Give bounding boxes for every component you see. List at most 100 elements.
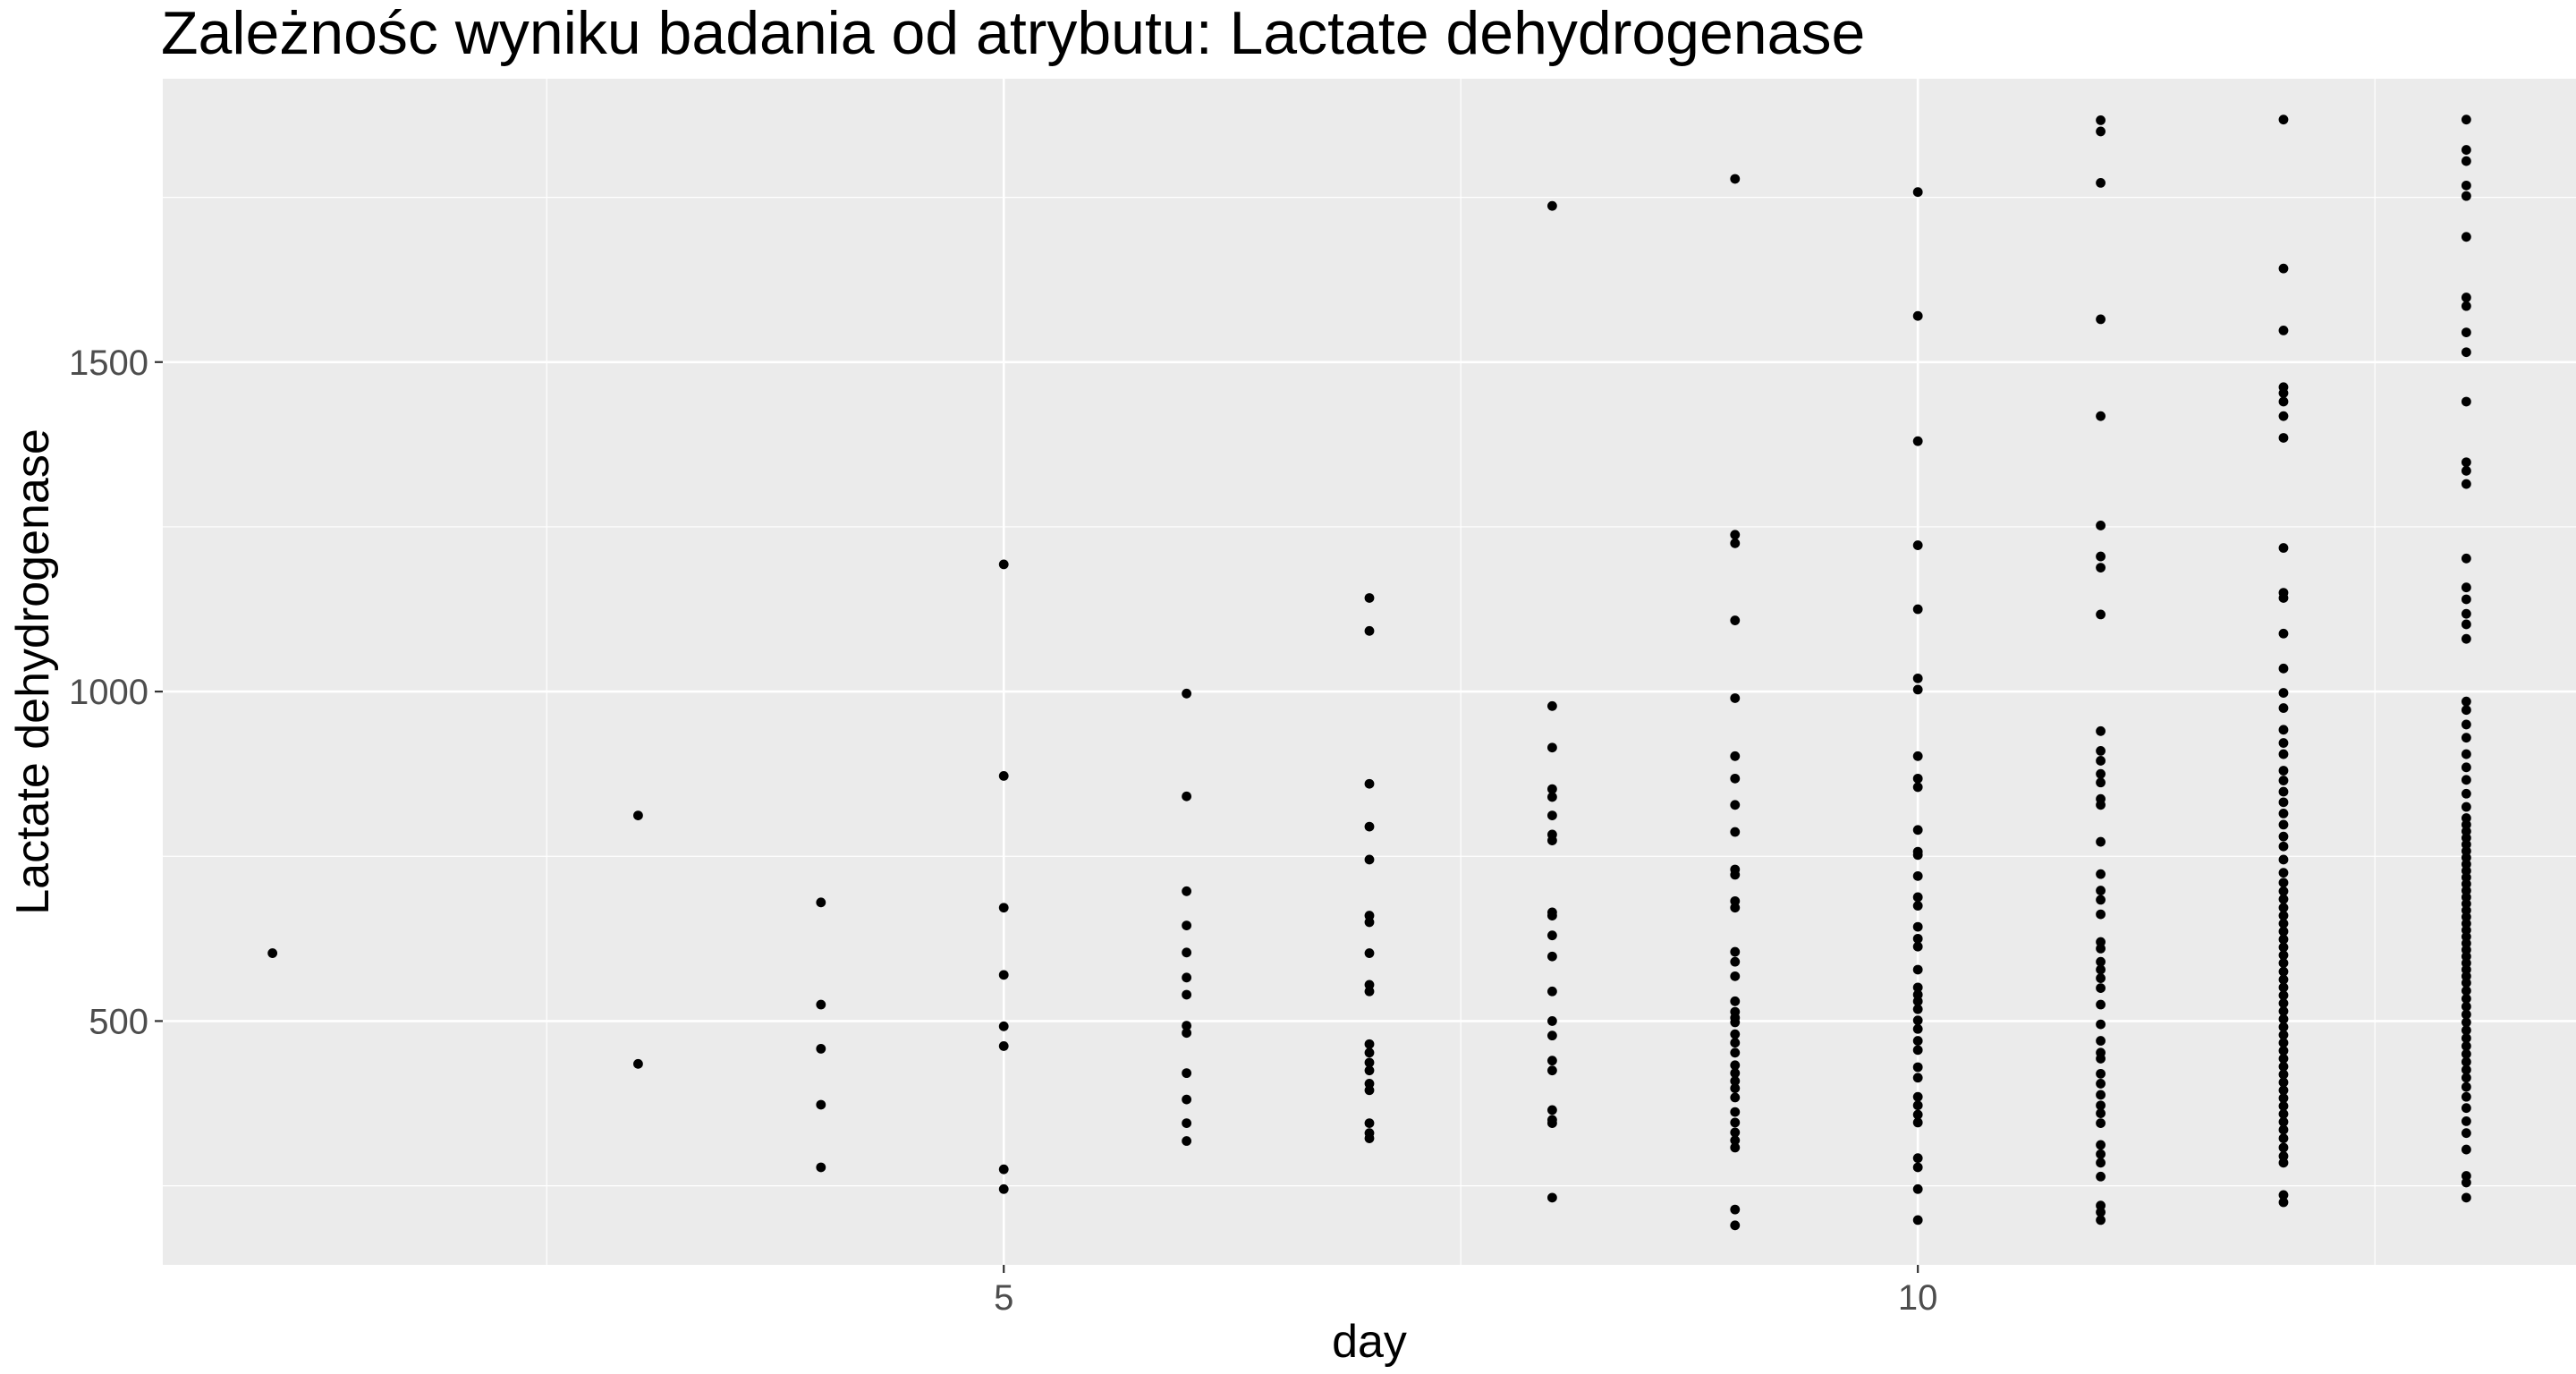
data-point [1364,917,1375,928]
data-point [1364,986,1375,997]
data-point [2278,934,2289,945]
data-point [1730,538,1741,548]
data-point [1912,751,1923,761]
data-point [998,903,1009,913]
data-point [1182,886,1192,896]
data-point [1912,870,1923,881]
data-point [2461,696,2471,707]
data-point [2461,775,2471,785]
data-point [1912,1036,1923,1046]
data-point [1546,1030,1557,1041]
data-point [2096,609,2106,620]
x-axis-title: day [1332,1316,1407,1368]
data-point [1730,1092,1741,1103]
data-point [2096,999,2106,1010]
data-point [2461,301,2471,311]
data-point [2461,762,2471,773]
data-point [2278,831,2289,842]
data-point [2096,1090,2106,1100]
data-point [1730,751,1741,761]
data-point [1912,673,1923,683]
data-point [998,970,1009,980]
data-point [2096,964,2106,975]
data-point [2461,749,2471,759]
data-point [2461,1144,2471,1155]
data-point [1364,593,1375,603]
data-point [1730,1060,1741,1071]
data-point [1546,1192,1557,1203]
data-point [998,770,1009,781]
data-point [1730,693,1741,703]
data-point [1546,986,1557,997]
data-point [1546,1056,1557,1066]
data-point [2461,347,2471,358]
data-point [1912,1023,1923,1034]
data-point [2096,551,2106,562]
data-point [1182,688,1192,699]
data-point [1546,1065,1557,1076]
data-point [1546,911,1557,920]
data-point [1730,1047,1741,1058]
data-point [1364,1057,1375,1068]
data-point [2278,886,2289,896]
data-point [2096,746,2106,756]
data-point [2461,180,2471,191]
data-point [2096,1036,2106,1046]
data-point [816,999,826,1010]
data-point [2278,1022,2289,1032]
data-point [2461,553,2471,564]
data-point [2461,191,2471,201]
data-point [2461,1017,2471,1028]
data-point [1912,933,1923,944]
data-point [1912,1045,1923,1056]
data-point [1546,835,1557,845]
data-point [1730,1029,1741,1039]
data-point [1912,310,1923,321]
data-point [1912,684,1923,695]
data-point [1912,782,1923,793]
data-point [2278,114,2289,125]
data-point [1912,1073,1923,1083]
data-point [2461,705,2471,716]
data-point [2278,911,2289,920]
data-point [2096,177,2106,188]
data-point [998,1041,1009,1051]
data-point [2278,854,2289,865]
data-point [1912,1162,1923,1173]
data-point [2096,1068,2106,1079]
data-point [2278,841,2289,852]
data-point [1912,921,1923,932]
data-point [1912,982,1923,993]
data-point [1546,951,1557,962]
data-point [1182,1028,1192,1039]
data-point [2278,819,2289,830]
data-point [2278,974,2289,985]
data-point [2278,326,2289,335]
data-point [1912,540,1923,550]
data-point [2461,788,2471,799]
data-point [2278,1108,2289,1119]
data-point [2278,1093,2289,1104]
y-axis-title: Lactate dehydrogenase [7,428,59,915]
data-point [2461,1177,2471,1188]
data-point [2096,869,2106,879]
data-point [1546,200,1557,211]
data-point [1182,1021,1192,1030]
data-point [2096,126,2106,137]
data-point [2278,1133,2289,1143]
data-point [1912,1117,1923,1128]
data-point [2461,1128,2471,1139]
data-point [2096,411,2106,421]
data-point [2461,733,2471,743]
data-point [2096,725,2106,736]
minor-gridlines [163,79,2576,1265]
data-point [998,1183,1009,1194]
data-point [2461,479,2471,489]
data-point [2461,719,2471,730]
data-point [2278,966,2289,977]
data-point [1364,1133,1375,1143]
data-point [2096,1215,2106,1226]
data-point [1546,784,1557,794]
data-point [2461,1192,2471,1203]
data-point [2096,944,2106,954]
